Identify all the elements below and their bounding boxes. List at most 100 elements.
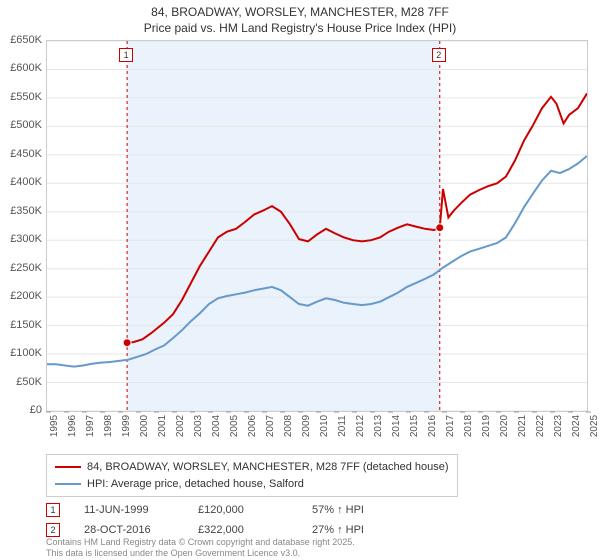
x-tick [514,412,519,413]
x-tick [262,412,267,413]
attribution-block: Contains HM Land Registry data © Crown c… [46,537,355,560]
x-tick-label: 2008 [283,415,294,437]
x-tick [568,412,573,413]
x-tick-label: 2009 [301,415,312,437]
chart-title-block: 84, BROADWAY, WORSLEY, MANCHESTER, M28 7… [0,0,600,36]
x-tick-label: 2024 [571,415,582,437]
attribution-line1: Contains HM Land Registry data © Crown c… [46,537,355,548]
x-tick [442,412,447,413]
x-tick [550,412,555,413]
y-tick-label: £500K [10,119,42,131]
y-tick-label: £550K [10,91,42,103]
x-tick [46,412,51,413]
x-tick [64,412,69,413]
x-tick-label: 2015 [409,415,420,437]
x-tick [172,412,177,413]
x-tick-label: 2003 [193,415,204,437]
x-tick [406,412,411,413]
x-tick-label: 2005 [229,415,240,437]
y-tick-label: £350K [10,205,42,217]
x-tick-label: 2014 [391,415,402,437]
x-tick [136,412,141,413]
x-tick [190,412,195,413]
x-tick-label: 2001 [157,415,168,437]
x-tick-label: 1996 [67,415,78,437]
x-tick-label: 2017 [445,415,456,437]
legend-swatch-price [55,466,81,468]
legend-row-price: 84, BROADWAY, WORSLEY, MANCHESTER, M28 7… [55,459,449,476]
y-tick-label: £450K [10,148,42,160]
chart-container: 84, BROADWAY, WORSLEY, MANCHESTER, M28 7… [0,0,600,560]
legend-block: 84, BROADWAY, WORSLEY, MANCHESTER, M28 7… [46,454,586,537]
x-tick [298,412,303,413]
legend-row-hpi: HPI: Average price, detached house, Salf… [55,476,449,493]
x-tick [370,412,375,413]
x-tick [100,412,105,413]
x-tick-label: 2025 [589,415,600,437]
x-tick-label: 2013 [373,415,384,437]
x-tick-label: 1998 [103,415,114,437]
marker-box-2: 2 [432,48,446,62]
attribution-line2: This data is licensed under the Open Gov… [46,548,355,559]
x-tick-label: 2007 [265,415,276,437]
chart-title-line2: Price paid vs. HM Land Registry's House … [0,20,600,36]
marker-date: 28-OCT-2016 [84,524,174,536]
x-tick [532,412,537,413]
x-tick [208,412,213,413]
x-tick [424,412,429,413]
y-tick-label: £600K [10,62,42,74]
y-tick-label: £400K [10,176,42,188]
plot-svg [47,41,587,411]
marker-date: 11-JUN-1999 [84,504,174,516]
y-tick-label: £300K [10,233,42,245]
y-tick-label: £50K [16,376,42,388]
marker-legend-box: 2 [46,523,60,537]
marker-legend-row: 1 11-JUN-1999 £120,000 57% ↑ HPI [46,503,586,517]
y-tick-label: £200K [10,290,42,302]
x-tick [352,412,357,413]
x-tick-label: 1997 [85,415,96,437]
legend-label-hpi: HPI: Average price, detached house, Salf… [87,476,304,493]
x-tick-label: 2016 [427,415,438,437]
x-tick-label: 2021 [517,415,528,437]
marker-price: £322,000 [198,524,288,536]
x-tick-label: 2019 [481,415,492,437]
x-tick-label: 2006 [247,415,258,437]
x-tick [478,412,483,413]
y-tick-label: £250K [10,262,42,274]
x-tick-label: 2012 [355,415,366,437]
x-tick [226,412,231,413]
x-tick-label: 2011 [337,415,348,437]
chart-title-line1: 84, BROADWAY, WORSLEY, MANCHESTER, M28 7… [0,4,600,20]
x-tick [118,412,123,413]
y-tick-label: £100K [10,347,42,359]
x-tick-label: 2000 [139,415,150,437]
legend-box: 84, BROADWAY, WORSLEY, MANCHESTER, M28 7… [46,454,458,497]
x-tick-label: 2023 [553,415,564,437]
x-tick-label: 2004 [211,415,222,437]
x-tick-label: 2010 [319,415,330,437]
x-tick [82,412,87,413]
x-tick [460,412,465,413]
marker-legend-box: 1 [46,503,60,517]
y-tick-label: £150K [10,319,42,331]
x-tick [334,412,339,413]
marker-delta: 27% ↑ HPI [312,524,402,536]
y-tick-label: £0 [30,404,42,416]
y-axis-labels: £0£50K£100K£150K£200K£250K£300K£350K£400… [0,40,44,410]
x-tick-label: 2020 [499,415,510,437]
marker-delta: 57% ↑ HPI [312,504,402,516]
marker-price: £120,000 [198,504,288,516]
y-tick-label: £650K [10,34,42,46]
legend-label-price: 84, BROADWAY, WORSLEY, MANCHESTER, M28 7… [87,459,449,476]
x-tick [154,412,159,413]
x-tick-label: 1995 [49,415,60,437]
legend-swatch-hpi [55,483,81,485]
marker-legend-row: 2 28-OCT-2016 £322,000 27% ↑ HPI [46,523,586,537]
x-tick [586,412,591,413]
marker-box-1: 1 [119,48,133,62]
x-tick [496,412,501,413]
x-tick-label: 2002 [175,415,186,437]
marker-legend: 1 11-JUN-1999 £120,000 57% ↑ HPI 2 28-OCT-201… [46,503,586,537]
x-tick-label: 1999 [121,415,132,437]
